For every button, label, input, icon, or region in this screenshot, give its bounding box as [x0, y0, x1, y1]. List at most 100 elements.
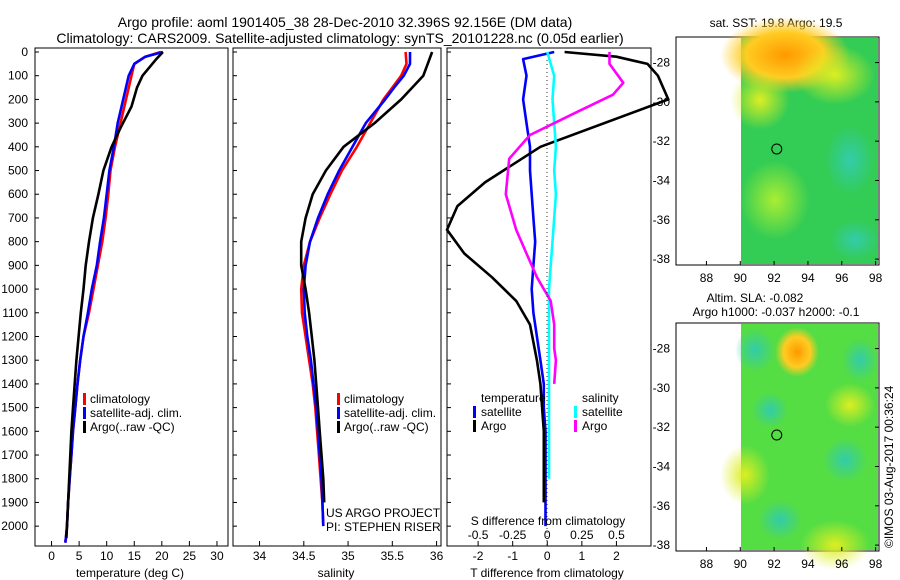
- map-x-tick-label: 94: [801, 557, 815, 571]
- difference-panel-frame: [446, 47, 652, 547]
- salinity-panel-frame: [232, 47, 442, 547]
- sla-low-patch: [758, 500, 802, 540]
- depth-tick-label: 1600: [1, 424, 28, 438]
- series-line-climatology: [299, 51, 408, 527]
- salinity-legend: climatology satellite-adj. clim. Argo(..…: [337, 392, 436, 434]
- sla-low-patch: [823, 438, 867, 482]
- depth-tick-label: 100: [8, 69, 28, 83]
- x-tick-label: 35.5: [381, 549, 405, 563]
- map-x-tick-label: 92: [767, 557, 781, 571]
- map-x-tick-label: 88: [700, 271, 714, 285]
- sla-map-title-line2: Argo h1000: -0.037 h2000: -0.1: [693, 305, 860, 319]
- x-tick-label: 25: [183, 549, 197, 563]
- x-tick-label: 30: [210, 549, 224, 563]
- sla-low-patch: [752, 392, 788, 428]
- figure-title-line1: Argo profile: aoml 1901405_38 28-Dec-201…: [118, 14, 573, 30]
- temperature-x-axis: 0 5 10 15 20 25 30: [48, 541, 224, 563]
- sla-high-patch: [825, 383, 875, 427]
- x-tick-label: 34: [253, 549, 267, 563]
- map-x-tick-label: 98: [869, 557, 883, 571]
- map-y-tick-label: -38: [653, 252, 671, 266]
- legend-swatch-climatology: [83, 393, 86, 405]
- series-line-salinity-satellite: [546, 51, 558, 479]
- x-tick-label: 2: [613, 549, 620, 563]
- salinity-axis-title: salinity: [318, 566, 355, 580]
- depth-tick-label: 1800: [1, 472, 28, 486]
- map-x-tick-label: 96: [835, 271, 849, 285]
- depth-tick-label: 600: [8, 187, 28, 201]
- legend-swatch-argo: [337, 421, 340, 433]
- legend-title-temperature: temperature: [481, 391, 546, 405]
- sst-warm-patch: [740, 160, 810, 240]
- depth-tick-label: 300: [8, 116, 28, 130]
- x-tick-label: 35: [341, 549, 355, 563]
- legend-label-satellite: satellite-adj. clim.: [344, 406, 436, 420]
- depth-tick-label: 1900: [1, 495, 28, 509]
- map-y-tick-label: -32: [653, 420, 671, 434]
- argo-position-marker: [771, 143, 783, 155]
- legend-label-temp-argo: Argo: [481, 419, 507, 433]
- x-tick-label: 0: [544, 549, 551, 563]
- sst-map-plot: [675, 17, 880, 266]
- sla-high-patch: [775, 327, 819, 377]
- legend-label-climatology: climatology: [90, 392, 150, 406]
- map-y-tick-label: -34: [653, 459, 671, 473]
- map-y-tick-label: -30: [653, 381, 671, 395]
- temperature-panel-frame: [34, 47, 229, 547]
- map-x-tick-label: 96: [835, 557, 849, 571]
- depth-tick-label: 1500: [1, 401, 28, 415]
- figure-title-line2: Climatology: CARS2009. Satellite-adjuste…: [56, 30, 623, 46]
- map-y-tick-label: -36: [653, 213, 671, 227]
- legend-label-argo: Argo(..raw -QC): [90, 420, 175, 434]
- imos-stamp: ©IMOS 03-Aug-2017 00:36:24: [882, 385, 896, 548]
- series-line-argo-raw-qc-: [65, 51, 164, 539]
- map-x-tick-label: 94: [801, 271, 815, 285]
- map-x-tick-label: 98: [869, 271, 883, 285]
- series-line-satellite-adj-clim-: [64, 50, 164, 543]
- depth-tick-label: 900: [8, 258, 28, 272]
- sla-low-patch: [735, 328, 775, 372]
- depth-tick-label: 1400: [1, 377, 28, 391]
- x-tick-label: 34.5: [292, 549, 316, 563]
- x-tick-label: 1: [579, 549, 586, 563]
- legend-swatch-climatology: [337, 393, 340, 405]
- project-credit: US ARGO PROJECT: [326, 506, 441, 520]
- map-x-tick-label: 90: [734, 557, 748, 571]
- x-tick-label: 10: [100, 549, 114, 563]
- depth-tick-label: 500: [8, 164, 28, 178]
- x-tick-label: 5: [76, 549, 83, 563]
- sst-warm-patch: [795, 45, 875, 105]
- s-tick-label: -0.5: [468, 528, 489, 542]
- s-tick-label: 0.25: [570, 528, 594, 542]
- difference-legend: temperature satellite Argo salinity sate…: [473, 391, 623, 433]
- legend-title-salinity: salinity: [582, 391, 619, 405]
- legend-label-argo: Argo(..raw -QC): [344, 420, 429, 434]
- sla-map-axes: 88 90 92 94 96 98 -28 -30 -32 -34 -36 -38: [653, 342, 883, 571]
- depth-tick-label: 200: [8, 92, 28, 106]
- x-tick-label: 0: [48, 549, 55, 563]
- sla-low-patch: [842, 338, 878, 382]
- series-line-climatology: [64, 50, 162, 543]
- legend-label-temp-satellite: satellite: [481, 405, 522, 419]
- depth-tick-label: 1700: [1, 448, 28, 462]
- map-y-tick-label: -38: [653, 538, 671, 552]
- depth-tick-label: 1000: [1, 282, 28, 296]
- map-y-tick-label: -34: [653, 173, 671, 187]
- sla-map-plot: [675, 322, 880, 570]
- series-line-salinity-argo: [504, 52, 625, 384]
- map-y-tick-label: -30: [653, 95, 671, 109]
- difference-t-axis-title: T difference from climatology: [470, 566, 624, 580]
- legend-label-sal-satellite: satellite: [582, 405, 623, 419]
- series-line-argo-raw-qc-: [299, 51, 434, 503]
- legend-swatch-satellite: [83, 407, 86, 419]
- difference-series: [445, 50, 670, 527]
- s-tick-label: 0.5: [608, 528, 625, 542]
- sst-cool-patch: [825, 125, 875, 195]
- sla-high-patch: [800, 520, 870, 570]
- x-tick-label: -1: [507, 549, 518, 563]
- s-tick-label: -0.25: [499, 528, 527, 542]
- depth-tick-label: 400: [8, 140, 28, 154]
- map-x-tick-label: 90: [734, 271, 748, 285]
- map-y-tick-label: -32: [653, 134, 671, 148]
